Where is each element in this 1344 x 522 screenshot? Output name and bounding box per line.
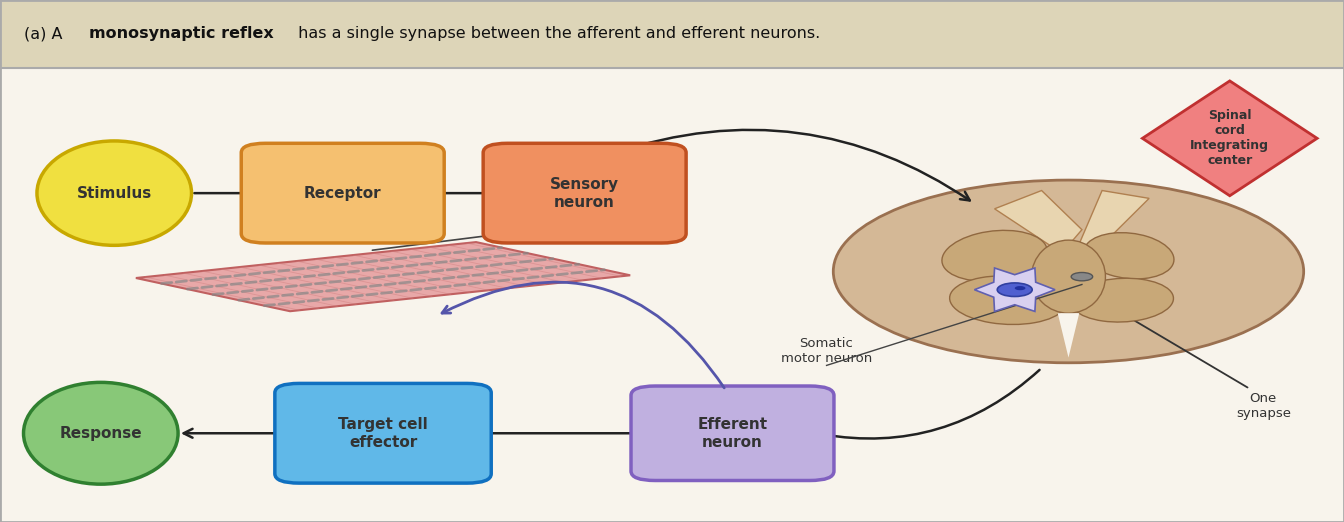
- Polygon shape: [974, 268, 1055, 312]
- FancyBboxPatch shape: [632, 386, 833, 480]
- FancyArrowPatch shape: [442, 282, 724, 388]
- Text: Receptor: Receptor: [304, 186, 382, 200]
- Text: Response: Response: [59, 426, 142, 441]
- Ellipse shape: [1032, 240, 1105, 313]
- Text: Somatic
motor neuron: Somatic motor neuron: [781, 337, 872, 365]
- Ellipse shape: [950, 276, 1066, 325]
- Polygon shape: [136, 242, 630, 311]
- Circle shape: [1071, 272, 1093, 281]
- Text: Skeletal muscle: Skeletal muscle: [372, 220, 616, 250]
- Polygon shape: [1058, 313, 1079, 358]
- Ellipse shape: [38, 141, 191, 245]
- FancyBboxPatch shape: [484, 143, 685, 243]
- Polygon shape: [995, 191, 1082, 253]
- Ellipse shape: [942, 230, 1047, 281]
- Text: has a single synapse between the afferent and efferent neurons.: has a single synapse between the afferen…: [293, 27, 820, 41]
- Ellipse shape: [1085, 233, 1173, 279]
- Text: Target cell
effector: Target cell effector: [339, 417, 427, 450]
- Text: monosynaptic reflex: monosynaptic reflex: [89, 27, 273, 41]
- FancyBboxPatch shape: [242, 143, 444, 243]
- Text: Stimulus: Stimulus: [77, 186, 152, 200]
- Polygon shape: [1075, 191, 1149, 258]
- Bar: [0, 0, 1344, 68]
- Text: One
synapse: One synapse: [1236, 392, 1290, 420]
- Ellipse shape: [1071, 278, 1173, 322]
- Text: Sensory
neuron: Sensory neuron: [550, 176, 620, 210]
- Ellipse shape: [23, 382, 177, 484]
- FancyBboxPatch shape: [274, 383, 491, 483]
- Circle shape: [833, 180, 1304, 363]
- Text: Spinal
cord
Integrating
center: Spinal cord Integrating center: [1191, 109, 1269, 168]
- Circle shape: [1015, 286, 1025, 290]
- Polygon shape: [1142, 81, 1317, 196]
- Circle shape: [997, 283, 1032, 296]
- Text: Efferent
neuron: Efferent neuron: [698, 417, 767, 450]
- Text: (a) A: (a) A: [24, 27, 67, 41]
